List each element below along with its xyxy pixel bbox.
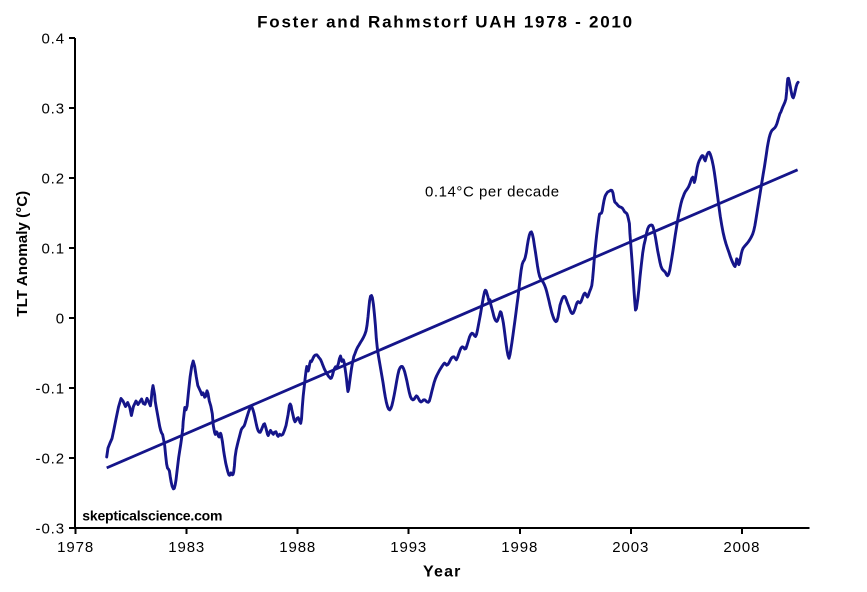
svg-text:0.3: 0.3 [41,100,65,117]
svg-text:Foster and Rahmstorf UAH 1978: Foster and Rahmstorf UAH 1978 - 2010 [257,13,634,32]
svg-text:0.2: 0.2 [41,170,65,187]
svg-text:-0.3: -0.3 [36,520,65,537]
svg-text:0: 0 [56,310,65,327]
svg-text:-0.1: -0.1 [36,380,65,397]
svg-text:TLT Anomaly (°C): TLT Anomaly (°C) [14,191,31,317]
svg-text:skepticalscience.com: skepticalscience.com [82,507,222,523]
svg-text:1983: 1983 [168,539,205,556]
svg-text:1978: 1978 [57,539,94,556]
svg-text:2003: 2003 [612,539,649,556]
svg-text:1993: 1993 [390,539,427,556]
svg-text:-0.2: -0.2 [36,450,65,467]
svg-text:2008: 2008 [723,539,760,556]
svg-text:1998: 1998 [501,539,538,556]
svg-text:0.14°C per decade: 0.14°C per decade [425,184,560,201]
svg-text:Year: Year [423,564,462,581]
svg-text:0.4: 0.4 [41,30,65,47]
svg-text:1988: 1988 [279,539,316,556]
svg-text:0.1: 0.1 [41,240,65,257]
